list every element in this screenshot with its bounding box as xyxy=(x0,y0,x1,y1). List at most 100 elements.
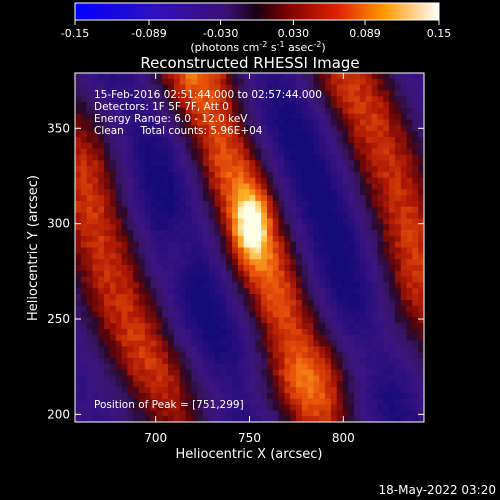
heatmap-cell xyxy=(75,206,82,213)
heatmap-cell xyxy=(162,166,169,173)
heatmap-cell xyxy=(418,398,424,405)
heatmap-cell xyxy=(325,136,332,144)
heatmap-cell xyxy=(197,230,204,237)
heatmap-cell xyxy=(80,160,88,167)
heatmap-cell xyxy=(336,102,343,109)
heatmap-cell xyxy=(214,148,221,155)
heatmap-cell xyxy=(418,392,424,400)
heatmap-cell xyxy=(360,78,367,86)
heatmap-cell xyxy=(75,107,82,115)
heatmap-cell xyxy=(319,270,326,277)
heatmap-cell xyxy=(144,259,152,266)
heatmap-cell xyxy=(214,416,221,422)
heatmap-cell xyxy=(261,282,268,289)
heatmap-cell xyxy=(127,73,134,80)
heatmap-cell xyxy=(342,346,349,353)
heatmap-cell xyxy=(232,294,239,301)
heatmap-cell xyxy=(383,247,390,254)
heatmap-cell xyxy=(191,404,198,411)
heatmap-cell xyxy=(150,323,157,330)
heatmap-cell xyxy=(202,113,210,120)
heatmap-cell xyxy=(290,328,297,336)
heatmap-cell xyxy=(179,107,186,115)
heatmap-cell xyxy=(284,340,291,347)
heatmap-cell xyxy=(400,235,407,243)
heatmap-cell xyxy=(325,340,332,347)
heatmap-cell xyxy=(226,125,233,132)
heatmap-cell xyxy=(202,323,210,330)
heatmap-cell xyxy=(168,253,175,260)
heatmap-cell xyxy=(191,131,198,138)
heatmap-cell xyxy=(237,206,245,213)
heatmap-cell xyxy=(389,375,396,382)
heatmap-cell xyxy=(220,195,227,202)
heatmap-cell xyxy=(313,218,320,225)
heatmap-cell xyxy=(179,84,186,91)
heatmap-cell xyxy=(214,183,221,190)
heatmap-cell xyxy=(371,224,378,231)
heatmap-cell xyxy=(255,206,262,213)
heatmap-cell xyxy=(342,96,349,103)
heatmap-cell xyxy=(121,84,128,91)
heatmap-cell xyxy=(226,387,233,394)
heatmap-cell xyxy=(173,328,181,336)
heatmap-cell xyxy=(272,125,279,132)
heatmap-cell xyxy=(371,259,378,266)
heatmap-cell xyxy=(272,148,279,155)
heatmap-cell xyxy=(371,131,378,138)
heatmap-cell xyxy=(400,305,407,312)
heatmap-cell xyxy=(150,404,157,411)
heatmap-cell xyxy=(109,73,117,80)
heatmap-cell xyxy=(185,90,192,97)
heatmap-cell xyxy=(202,410,210,417)
heatmap-cell xyxy=(389,299,396,307)
heatmap-cell xyxy=(144,142,152,150)
heatmap-cell xyxy=(156,136,163,144)
heatmap-cell xyxy=(75,328,82,336)
heatmap-cell xyxy=(243,235,250,243)
heatmap-cell xyxy=(348,375,355,382)
heatmap-cell xyxy=(360,119,367,126)
heatmap-cell xyxy=(232,189,239,196)
heatmap-cell xyxy=(75,230,82,237)
heatmap-cell xyxy=(394,270,402,277)
heatmap-cell xyxy=(156,334,163,341)
heatmap-cell xyxy=(389,183,396,190)
heatmap-cell xyxy=(202,363,210,371)
heatmap-cell xyxy=(226,171,233,179)
heatmap-cell xyxy=(86,392,93,400)
heatmap-cell xyxy=(313,241,320,248)
heatmap-cell xyxy=(307,160,314,167)
heatmap-cell xyxy=(336,358,343,365)
heatmap-cell xyxy=(75,241,82,248)
heatmap-cell xyxy=(330,148,338,155)
heatmap-cell xyxy=(197,398,204,405)
heatmap-cell xyxy=(104,113,111,120)
heatmap-cell xyxy=(173,381,181,388)
heatmap-cell xyxy=(197,131,204,138)
heatmap-cell xyxy=(400,131,407,138)
heatmap-cell xyxy=(278,142,285,150)
heatmap-cell xyxy=(319,311,326,318)
heatmap-cell xyxy=(173,84,181,91)
heatmap-cell xyxy=(214,317,221,324)
heatmap-cell xyxy=(371,189,378,196)
heatmap-cell xyxy=(406,410,413,417)
heatmap-cell xyxy=(92,154,99,161)
heatmap-cell xyxy=(313,96,320,103)
heatmap-cell xyxy=(389,311,396,318)
heatmap-cell xyxy=(127,125,134,132)
heatmap-cell xyxy=(313,392,320,400)
heatmap-cell xyxy=(371,177,378,184)
heatmap-cell xyxy=(121,166,128,173)
heatmap-cell xyxy=(109,166,117,173)
heatmap-cell xyxy=(313,398,320,405)
heatmap-cell xyxy=(301,358,309,365)
heatmap-cell xyxy=(360,340,367,347)
heatmap-cell xyxy=(325,311,332,318)
heatmap-cell xyxy=(104,154,111,161)
heatmap-cell xyxy=(202,346,210,353)
heatmap-cell xyxy=(330,282,338,289)
heatmap-cell xyxy=(348,189,355,196)
heatmap-cell xyxy=(330,264,338,272)
